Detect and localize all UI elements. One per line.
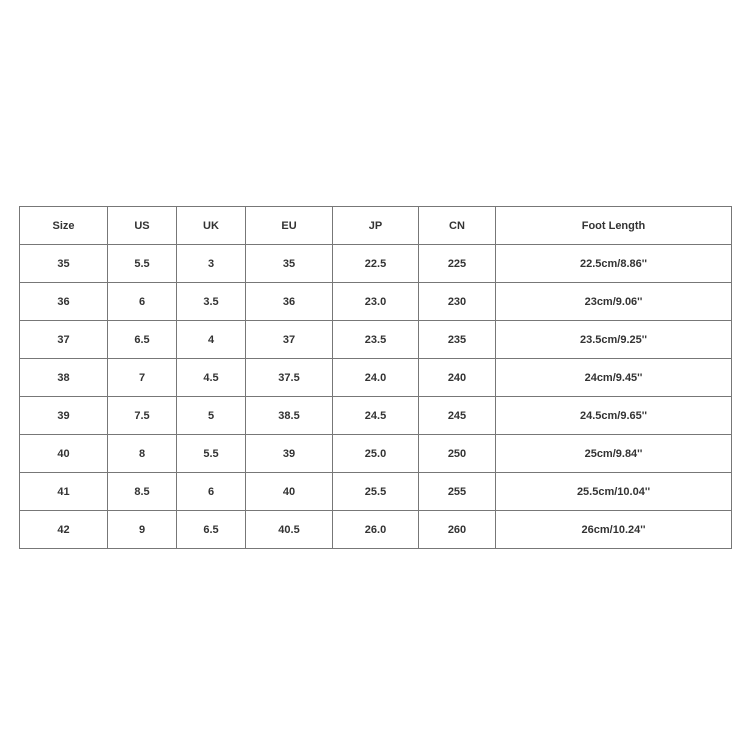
- column-header: EU: [245, 206, 333, 245]
- table-cell: 39: [19, 396, 108, 435]
- table-cell: 26cm/10.24'': [495, 510, 732, 549]
- table-cell: 6: [107, 282, 177, 321]
- column-header: Foot Length: [495, 206, 732, 245]
- table-cell: 23.5: [332, 320, 419, 359]
- table-cell: 37.5: [245, 358, 333, 397]
- table-cell: 23.5cm/9.25'': [495, 320, 732, 359]
- table-cell: 230: [418, 282, 496, 321]
- table-cell: 35: [245, 244, 333, 283]
- table-cell: 8.5: [107, 472, 177, 511]
- table-cell: 8: [107, 434, 177, 473]
- table-cell: 255: [418, 472, 496, 511]
- table-cell: 24.5cm/9.65'': [495, 396, 732, 435]
- table-cell: 5.5: [107, 244, 177, 283]
- size-chart-table: Size US UK EU JP CN Foot Length 35 5.5 3 35 22.5 22…: [19, 206, 732, 549]
- table-cell: 24.5: [332, 396, 419, 435]
- table-cell: 5: [176, 396, 246, 435]
- table-row: 41 8.5 6 40 25.5 255 25.5cm/10.04'': [19, 472, 732, 511]
- table-cell: 38.5: [245, 396, 333, 435]
- table-cell: 25.5: [332, 472, 419, 511]
- table-cell: 38: [19, 358, 108, 397]
- table-cell: 40: [245, 472, 333, 511]
- table-row: 38 7 4.5 37.5 24.0 240 24cm/9.45'': [19, 358, 732, 397]
- table-cell: 25cm/9.84'': [495, 434, 732, 473]
- table-row: 39 7.5 5 38.5 24.5 245 24.5cm/9.65'': [19, 396, 732, 435]
- table-cell: 7: [107, 358, 177, 397]
- table-cell: 3: [176, 244, 246, 283]
- table-cell: 225: [418, 244, 496, 283]
- table-row: 40 8 5.5 39 25.0 250 25cm/9.84'': [19, 434, 732, 473]
- table-cell: 4.5: [176, 358, 246, 397]
- table-cell: 24cm/9.45'': [495, 358, 732, 397]
- table-cell: 9: [107, 510, 177, 549]
- column-header: UK: [176, 206, 246, 245]
- table-row: 37 6.5 4 37 23.5 235 23.5cm/9.25'': [19, 320, 732, 359]
- table-row: 35 5.5 3 35 22.5 225 22.5cm/8.86'': [19, 244, 732, 283]
- header-row: Size US UK EU JP CN Foot Length: [19, 206, 732, 245]
- table-cell: 245: [418, 396, 496, 435]
- table-cell: 36: [245, 282, 333, 321]
- table-cell: 42: [19, 510, 108, 549]
- table-cell: 40: [19, 434, 108, 473]
- table-cell: 6.5: [176, 510, 246, 549]
- table-cell: 37: [245, 320, 333, 359]
- table-cell: 6: [176, 472, 246, 511]
- column-header: US: [107, 206, 177, 245]
- table-cell: 26.0: [332, 510, 419, 549]
- table-cell: 240: [418, 358, 496, 397]
- table-cell: 40.5: [245, 510, 333, 549]
- table-cell: 6.5: [107, 320, 177, 359]
- column-header: CN: [418, 206, 496, 245]
- table-cell: 235: [418, 320, 496, 359]
- column-header: Size: [19, 206, 108, 245]
- table-cell: 37: [19, 320, 108, 359]
- column-header: JP: [332, 206, 419, 245]
- table-cell: 39: [245, 434, 333, 473]
- table-row: 42 9 6.5 40.5 26.0 260 26cm/10.24'': [19, 510, 732, 549]
- table-cell: 41: [19, 472, 108, 511]
- table-cell: 4: [176, 320, 246, 359]
- table-cell: 23.0: [332, 282, 419, 321]
- table-cell: 23cm/9.06'': [495, 282, 732, 321]
- table-row: 36 6 3.5 36 23.0 230 23cm/9.06'': [19, 282, 732, 321]
- table-cell: 260: [418, 510, 496, 549]
- table-cell: 22.5: [332, 244, 419, 283]
- table-cell: 5.5: [176, 434, 246, 473]
- table-cell: 7.5: [107, 396, 177, 435]
- table-cell: 24.0: [332, 358, 419, 397]
- table-cell: 35: [19, 244, 108, 283]
- table-cell: 36: [19, 282, 108, 321]
- table-cell: 25.0: [332, 434, 419, 473]
- table-cell: 22.5cm/8.86'': [495, 244, 732, 283]
- table-cell: 3.5: [176, 282, 246, 321]
- table-cell: 250: [418, 434, 496, 473]
- table-cell: 25.5cm/10.04'': [495, 472, 732, 511]
